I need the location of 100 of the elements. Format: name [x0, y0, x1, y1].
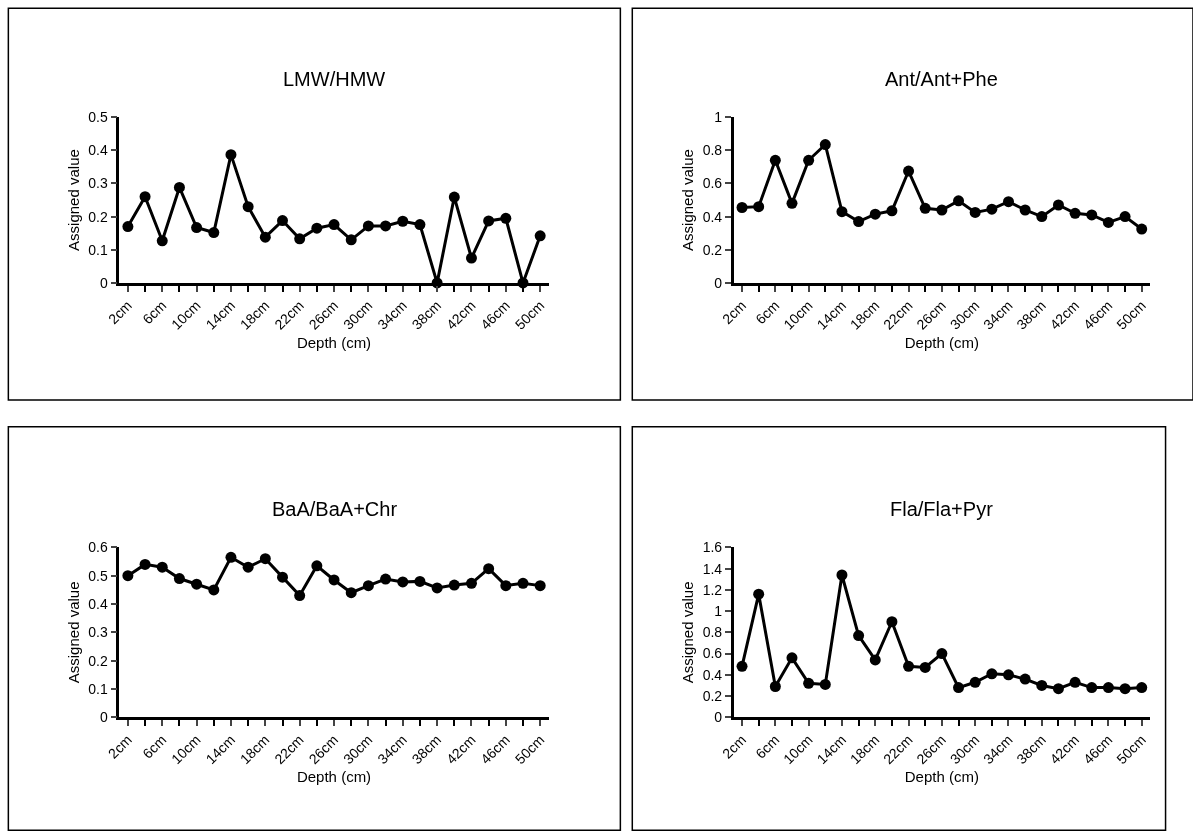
point: [259, 231, 271, 243]
x-tick-label: 6cm: [752, 297, 783, 328]
point: [769, 681, 781, 692]
point: [836, 569, 848, 581]
point: [173, 181, 185, 193]
point: [1119, 211, 1131, 223]
point: [345, 234, 357, 246]
point: [328, 219, 340, 231]
y-tick-label: 0.4: [88, 595, 108, 612]
point: [242, 201, 254, 213]
point: [517, 577, 529, 589]
point: [294, 590, 306, 602]
chart-title: LMW/HMW: [283, 68, 386, 90]
point: [448, 579, 460, 591]
y-tick-label: 0: [714, 709, 723, 726]
point: [345, 587, 357, 599]
y-tick-label: 0.2: [88, 652, 108, 669]
point: [869, 654, 881, 666]
point: [986, 203, 998, 215]
y-tick-label: 1.6: [702, 539, 723, 556]
y-tick-label: 0: [99, 274, 108, 291]
y-tick-label: 0.1: [88, 680, 108, 697]
y-tick-label: 0.8: [702, 142, 723, 159]
point: [328, 574, 340, 586]
y-tick-label: 0: [714, 274, 723, 291]
point: [1052, 199, 1064, 211]
point: [500, 580, 512, 592]
y-tick-label: 0.2: [702, 687, 723, 704]
y-tick-label: 0.6: [702, 645, 723, 662]
point: [277, 571, 288, 583]
x-tick-label: 2cm: [719, 731, 750, 762]
point: [953, 195, 965, 207]
x-tick-label: 2cm: [104, 297, 135, 328]
point: [769, 154, 781, 166]
point: [156, 561, 168, 573]
x-axis-title: Depth (cm): [296, 333, 372, 351]
point: [225, 149, 237, 161]
y-tick-label: 1: [714, 603, 723, 620]
x-axis-title: Depth (cm): [904, 768, 979, 786]
x-axis-title: Depth (cm): [296, 768, 372, 786]
y-tick-label: 0.6: [88, 539, 108, 556]
point: [122, 570, 134, 582]
chart-title: BaA/BaA+Chr: [272, 498, 398, 520]
point: [242, 561, 254, 573]
point: [277, 215, 288, 227]
point: [1003, 196, 1014, 208]
y-tick-label: 0.3: [88, 175, 108, 192]
point: [294, 233, 306, 245]
point: [225, 551, 237, 563]
point: [1136, 223, 1148, 235]
point: [1119, 683, 1131, 695]
point: [903, 165, 915, 177]
point: [414, 575, 426, 587]
y-tick-label: 0.2: [702, 241, 723, 258]
point: [969, 206, 981, 218]
point: [534, 230, 546, 242]
point: [397, 215, 409, 227]
x-axis-title: Depth (cm): [904, 333, 979, 351]
x-tick-label: 6cm: [139, 731, 170, 762]
y-tick-label: 0.6: [702, 175, 723, 192]
point: [534, 580, 546, 592]
point: [836, 206, 848, 218]
x-tick-label: 2cm: [104, 731, 135, 762]
point: [919, 202, 931, 214]
point: [173, 573, 185, 585]
point: [191, 222, 203, 234]
y-tick-label: 1.2: [702, 581, 723, 598]
y-tick-label: 0.4: [702, 208, 723, 225]
point: [853, 216, 865, 228]
y-tick-label: 0.2: [88, 208, 108, 225]
point: [380, 573, 392, 585]
point: [1019, 204, 1031, 216]
y-axis-title: Assigned value: [678, 581, 696, 684]
chart-title: Fla/Fla+Pyr: [890, 498, 994, 520]
point: [362, 220, 374, 232]
point: [1036, 211, 1048, 223]
point: [362, 580, 374, 592]
point: [311, 222, 323, 234]
point: [208, 584, 220, 596]
point: [753, 201, 765, 213]
y-tick-label: 1.4: [702, 560, 723, 577]
point: [936, 648, 948, 660]
y-axis-title: Assigned value: [64, 149, 82, 251]
y-tick-label: 0.5: [88, 109, 108, 126]
point: [311, 560, 323, 572]
point: [819, 678, 831, 690]
point: [803, 677, 815, 689]
y-tick-label: 0.8: [702, 624, 723, 641]
point: [259, 553, 271, 565]
y-tick-label: 0.3: [88, 624, 108, 641]
point: [969, 676, 981, 688]
point: [1019, 673, 1031, 685]
y-tick-label: 0.1: [88, 241, 108, 258]
y-tick-label: 0: [99, 709, 108, 726]
point: [786, 197, 798, 209]
point: [448, 191, 460, 203]
point: [500, 212, 512, 224]
x-tick-label: 2cm: [719, 297, 750, 328]
x-tick-label: 6cm: [139, 297, 170, 328]
point: [919, 661, 931, 673]
